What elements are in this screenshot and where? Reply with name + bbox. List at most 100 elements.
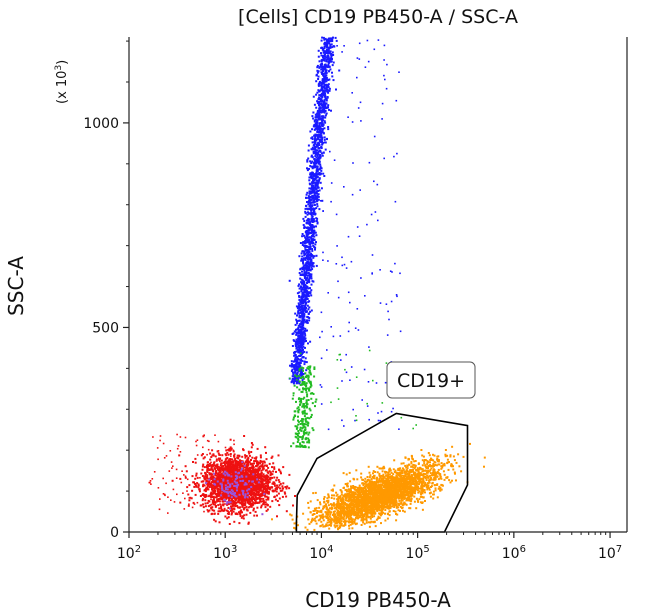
data-point [308,439,311,442]
data-point [291,379,294,382]
data-point [237,491,240,494]
data-point [229,460,231,463]
data-point [217,465,220,468]
data-point [302,397,305,400]
data-point [321,36,324,39]
data-point [311,249,314,252]
data-point [249,476,252,479]
data-point [234,462,237,465]
data-point [324,53,326,56]
data-point [210,484,213,487]
data-point [244,473,247,476]
data-point [220,462,223,465]
data-point [324,87,326,90]
data-point [273,476,276,479]
data-point [325,112,328,115]
data-point [266,477,269,480]
data-point [303,244,305,247]
data-point [329,44,332,47]
data-point [215,504,217,507]
data-point [341,264,344,267]
data-point [179,451,182,453]
data-point [253,457,256,460]
data-point [256,474,259,477]
data-point [194,484,197,487]
data-point [284,492,287,495]
data-point [221,469,224,472]
data-point [214,520,217,523]
data-point [321,154,324,157]
data-point [304,357,307,360]
data-point [239,512,241,515]
data-point [305,222,308,224]
data-point [298,319,301,322]
data-point [221,472,224,475]
data-point [297,419,299,422]
data-point [223,490,226,493]
data-point [319,110,322,113]
data-point [222,479,225,482]
data-point [356,76,358,79]
data-point [257,467,260,470]
data-point [295,346,298,349]
data-point [250,472,253,474]
data-point [152,436,154,438]
data-point [235,483,238,485]
data-point [300,429,303,432]
data-point [301,376,304,378]
data-point [216,488,219,491]
data-point [307,308,310,311]
data-point [259,495,262,497]
data-point [301,422,304,425]
data-point [263,476,266,479]
data-point [313,152,316,154]
data-point [245,470,247,473]
data-point [320,187,323,190]
data-point [261,478,264,480]
data-point [307,196,310,199]
data-point [235,491,238,494]
data-point [320,147,323,149]
data-point [308,192,311,195]
data-point [200,472,203,475]
data-point [240,473,243,476]
data-point [251,456,254,459]
data-point [298,299,301,301]
data-point [230,476,233,479]
data-point [310,266,313,269]
data-point [230,478,233,481]
data-point [316,169,319,172]
data-point [237,461,240,463]
data-point [307,149,310,152]
data-point [308,187,311,190]
data-point [321,63,323,66]
data-point [316,91,319,94]
data-point [318,60,321,63]
data-point [307,387,310,390]
data-point [313,120,316,123]
data-point [305,382,308,385]
data-point [316,184,319,187]
data-point [217,450,220,452]
data-point [272,462,275,465]
data-point [297,342,300,345]
data-point [241,499,244,502]
data-point [305,306,308,309]
data-point [228,472,231,475]
data-point [315,225,317,228]
data-point [240,471,243,474]
data-point [269,486,272,489]
data-point [253,481,256,484]
data-point [304,212,307,214]
data-point [329,59,332,62]
data-point [320,60,323,63]
data-point [206,509,209,511]
data-point [328,78,331,81]
data-point [239,506,241,509]
data-point [230,480,233,483]
data-point [290,381,293,384]
data-point [170,461,173,463]
data-point [243,489,246,492]
data-point [307,251,310,254]
data-point [176,447,179,450]
